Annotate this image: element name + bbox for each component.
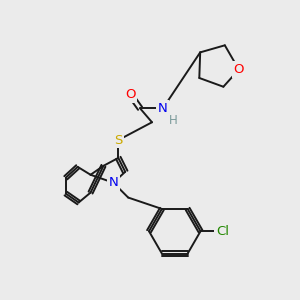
Text: H: H — [168, 114, 177, 127]
Text: S: S — [114, 134, 122, 147]
Text: N: N — [109, 176, 118, 189]
Text: O: O — [125, 88, 135, 101]
Text: O: O — [234, 63, 244, 76]
Text: Cl: Cl — [216, 225, 229, 238]
Text: N: N — [158, 102, 168, 115]
